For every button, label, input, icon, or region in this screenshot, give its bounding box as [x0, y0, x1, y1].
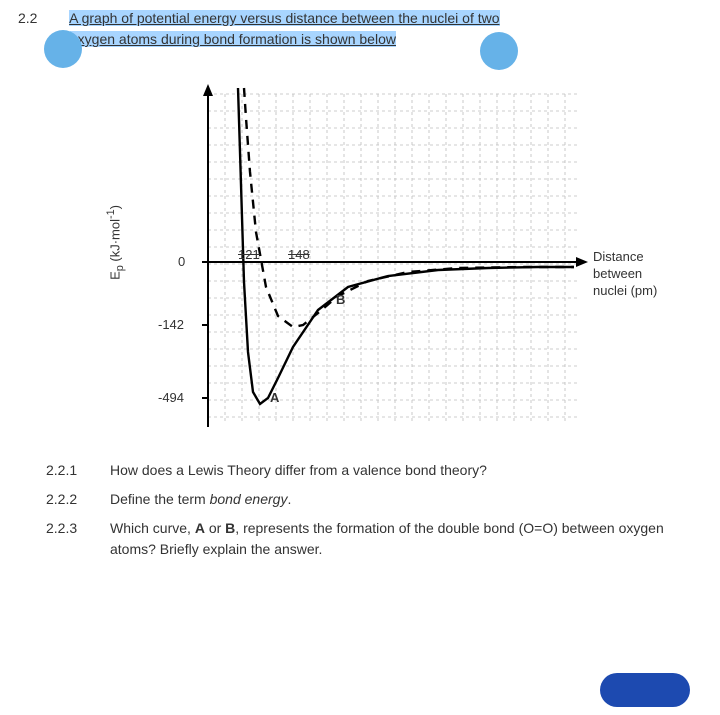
chart-svg — [118, 82, 588, 442]
ytick-2: -494 — [158, 390, 184, 405]
xtick-0: 121 — [238, 247, 260, 262]
question-header: 2.2 A graph of potential energy versus d… — [18, 8, 702, 50]
question-row: 2.2.1 How does a Lewis Theory differ fro… — [46, 460, 702, 481]
highlight-marker-left — [44, 30, 82, 68]
question-text: Which curve, A or B, represents the form… — [110, 518, 702, 560]
header-line-2: oxygen atoms during bond formation is sh… — [70, 31, 396, 47]
sub-questions: 2.2.1 How does a Lewis Theory differ fro… — [46, 460, 702, 560]
highlight-marker-right — [480, 32, 518, 70]
question-row: 2.2.3 Which curve, A or B, represents th… — [46, 518, 702, 560]
bottom-pill-button[interactable] — [600, 673, 690, 707]
question-subnum: 2.2.2 — [46, 489, 110, 510]
xtick-1: 148 — [288, 247, 310, 262]
header-line-1: A graph of potential energy versus dista… — [69, 10, 499, 26]
ytick-1: -142 — [158, 317, 184, 332]
curve-b-label: B — [336, 292, 345, 307]
question-number: 2.2 — [18, 8, 66, 29]
potential-energy-graph: Ep (kJ·mol-1) Distance betweennuclei (pm… — [118, 82, 678, 442]
question-row: 2.2.2 Define the term bond energy. — [46, 489, 702, 510]
question-subnum: 2.2.1 — [46, 460, 110, 481]
question-text: How does a Lewis Theory differ from a va… — [110, 460, 702, 481]
ytick-0: 0 — [178, 254, 185, 269]
x-axis-label: Distance betweennuclei (pm) — [593, 249, 678, 300]
y-axis-label: Ep (kJ·mol-1) — [105, 205, 126, 280]
question-text: Define the term bond energy. — [110, 489, 702, 510]
question-subnum: 2.2.3 — [46, 518, 110, 560]
curve-a-label: A — [270, 390, 279, 405]
